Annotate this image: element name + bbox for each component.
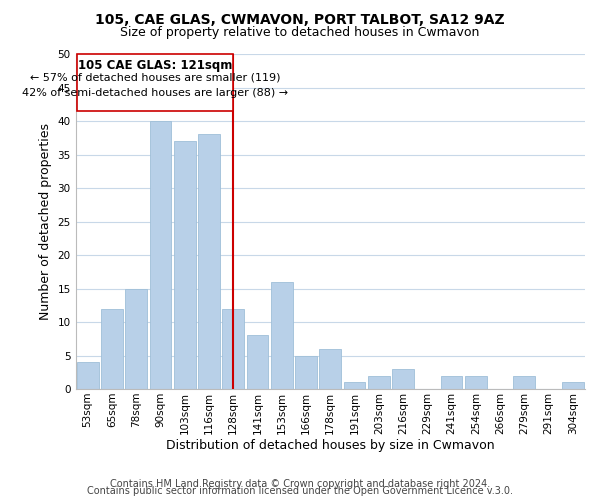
- Bar: [465, 376, 487, 389]
- Bar: [149, 121, 172, 389]
- Bar: [344, 382, 365, 389]
- Bar: [174, 141, 196, 389]
- Text: ← 57% of detached houses are smaller (119): ← 57% of detached houses are smaller (11…: [30, 73, 280, 83]
- Text: Contains HM Land Registry data © Crown copyright and database right 2024.: Contains HM Land Registry data © Crown c…: [110, 479, 490, 489]
- Y-axis label: Number of detached properties: Number of detached properties: [39, 123, 52, 320]
- Text: Contains public sector information licensed under the Open Government Licence v.: Contains public sector information licen…: [87, 486, 513, 496]
- Bar: [562, 382, 584, 389]
- Bar: [368, 376, 390, 389]
- Bar: [247, 336, 268, 389]
- Bar: [440, 376, 463, 389]
- Bar: [514, 376, 535, 389]
- Bar: [271, 282, 293, 389]
- Bar: [319, 349, 341, 389]
- Bar: [125, 288, 147, 389]
- X-axis label: Distribution of detached houses by size in Cwmavon: Distribution of detached houses by size …: [166, 440, 494, 452]
- Bar: [198, 134, 220, 389]
- FancyBboxPatch shape: [77, 54, 233, 111]
- Bar: [101, 308, 123, 389]
- Text: 105, CAE GLAS, CWMAVON, PORT TALBOT, SA12 9AZ: 105, CAE GLAS, CWMAVON, PORT TALBOT, SA1…: [95, 12, 505, 26]
- Bar: [392, 369, 414, 389]
- Bar: [223, 308, 244, 389]
- Bar: [77, 362, 98, 389]
- Bar: [295, 356, 317, 389]
- Text: 105 CAE GLAS: 121sqm: 105 CAE GLAS: 121sqm: [78, 60, 232, 72]
- Text: Size of property relative to detached houses in Cwmavon: Size of property relative to detached ho…: [121, 26, 479, 39]
- Text: 42% of semi-detached houses are larger (88) →: 42% of semi-detached houses are larger (…: [22, 88, 288, 98]
